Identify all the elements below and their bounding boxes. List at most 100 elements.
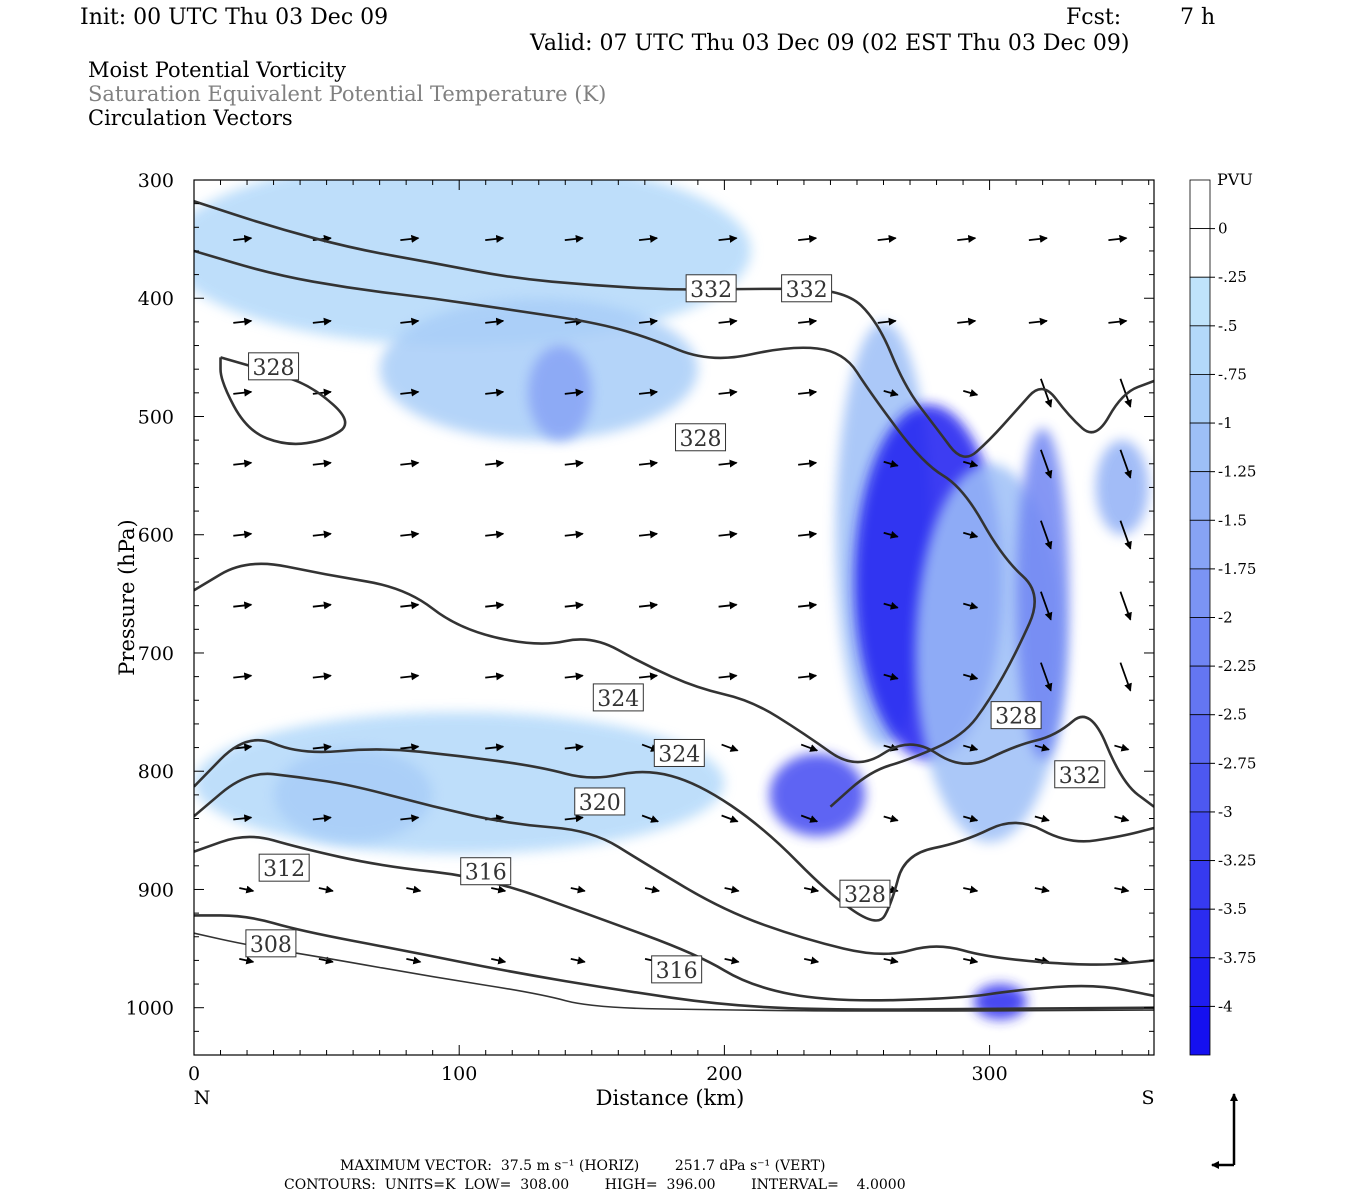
vector-arrow-73 [721,743,739,752]
colorbar-level-label: -2.75 [1218,754,1256,772]
colorbar-swatch-2 [1189,276,1211,327]
vector-arrow-60 [638,601,659,610]
field-title-mpv: Moist Potential Vorticity [88,58,346,82]
vector-arrow-54 [570,956,586,965]
vector-arrow-21 [318,956,334,965]
vector-arrow-51 [564,743,584,752]
vector-arrow-126 [1119,591,1132,621]
contour-label-text: 328 [995,705,1037,730]
vector-arrow-6 [233,672,253,681]
vector-arrow-79 [798,388,818,397]
vector-arrow-19 [312,814,332,823]
colorbar-swatch-12 [1189,762,1211,813]
vector-arrow-25 [400,459,420,468]
vector-arrow-15 [312,530,332,539]
vector-arrow-0 [233,234,253,243]
colorbar-swatch-9 [1189,617,1211,667]
vector-arrow-18 [312,743,332,752]
x-end-label-right: S [1141,1087,1154,1109]
colorbar-level-label: -1 [1218,414,1233,432]
contour-label-8: 320 [574,787,626,816]
vector-arrow-109 [963,956,979,965]
vector-arrow-130 [1114,885,1130,894]
vector-arrow-66 [718,234,738,243]
contour-label-text: 332 [690,278,732,303]
vector-arrow-119 [1034,885,1050,894]
vector-arrow-86 [803,885,820,894]
pv-region-4 [273,747,433,843]
vector-arrow-98 [883,956,899,965]
contour-label-6: 324 [592,683,644,712]
y-tick-label-400: 400 [138,288,174,310]
vector-arrow-78 [798,317,818,326]
colorbar-level-label: -3 [1218,803,1233,821]
contour-label-text: 316 [465,861,507,886]
vector-arrow-105 [963,672,979,681]
colorbar-level-label: -3.25 [1218,852,1256,870]
contour-label-text: 320 [579,791,621,816]
vector-arrow-37 [485,530,505,539]
vector-arrow-115 [1040,591,1053,621]
colorbar-swatch-17 [1189,1005,1211,1056]
forecast-hour: 7 h [1180,5,1216,30]
vector-arrow-40 [485,743,505,752]
vector-arrow-50 [564,672,584,681]
x-end-label-left: N [194,1087,211,1109]
colorbar-swatch-13 [1189,811,1211,861]
max-vector-note: MAXIMUM VECTOR: 37.5 m s⁻¹ (HORIZ) 251.7… [340,1158,826,1174]
vector-arrow-31 [406,885,422,894]
pv-region-3 [194,712,725,854]
vector-arrow-47 [564,459,584,468]
vector-arrow-52 [564,814,584,823]
x-tick-label-300: 300 [971,1063,1007,1085]
contour-label-text: 332 [786,278,828,303]
vector-arrow-33 [485,234,505,243]
vector-arrow-22 [400,234,420,243]
vector-arrow-82 [798,601,818,610]
contour-label-9: 316 [460,857,512,886]
contour-label-2: 328 [248,352,300,381]
vector-arrow-72 [718,672,738,681]
vector-arrow-107 [963,814,979,823]
vector-arrow-80 [798,459,818,468]
vector-arrow-27 [400,601,420,610]
colorbar-level-label: -.25 [1218,268,1247,286]
vector-arrow-103 [963,530,979,539]
y-tick-label-300: 300 [138,170,174,192]
contour-labels: 332 332 328 328 328 332 324 324 320 316 316 312 308 3… [245,274,1106,984]
vector-arrow-48 [564,530,584,539]
contour-label-0: 332 [685,274,737,303]
x-tick-label-100: 100 [441,1063,477,1085]
vector-arrow-53 [570,885,586,894]
vector-arrow-131 [1114,956,1130,965]
vector-arrow-113 [1040,449,1053,479]
vector-arrow-127 [1119,662,1132,692]
contour-label-10: 316 [651,955,703,984]
contour-label-4: 328 [990,701,1042,730]
contour-320-3 [194,772,1154,966]
theta-e-contours [194,200,1154,1012]
contour-label-box [990,701,1042,730]
contour-label-box [460,857,512,886]
init-time: Init: 00 UTC Thu 03 Dec 09 [80,5,389,30]
colorbar: PVU 0 -.25 -.5 -.75 -1 -1.25 -1.5 -1.75 -2 -2.25 -2… [1189,170,1256,1056]
contour-label-box [839,879,891,908]
pv-region-9 [1016,428,1070,760]
vector-arrow-20 [318,885,334,894]
vector-arrow-29 [400,743,420,752]
contour-label-text: 328 [844,883,886,908]
colorbar-level-label: 0 [1218,220,1228,238]
vector-arrow-67 [718,317,738,326]
vector-arrow-44 [564,234,584,243]
contour-316-2 [194,835,1154,1002]
vector-arrow-95 [883,743,899,752]
contour-label-1: 332 [781,274,833,303]
vector-arrow-94 [883,672,899,681]
valid-time: Valid: 07 UTC Thu 03 Dec 09 (02 EST Thu … [530,31,1130,56]
vector-arrow-117 [1034,743,1050,752]
contour-label-box [245,929,297,958]
vector-arrow-99 [957,234,977,243]
contour-label-text: 328 [253,356,295,381]
y-tick-label-800: 800 [138,761,174,783]
colorbar-swatch-6 [1189,471,1211,521]
